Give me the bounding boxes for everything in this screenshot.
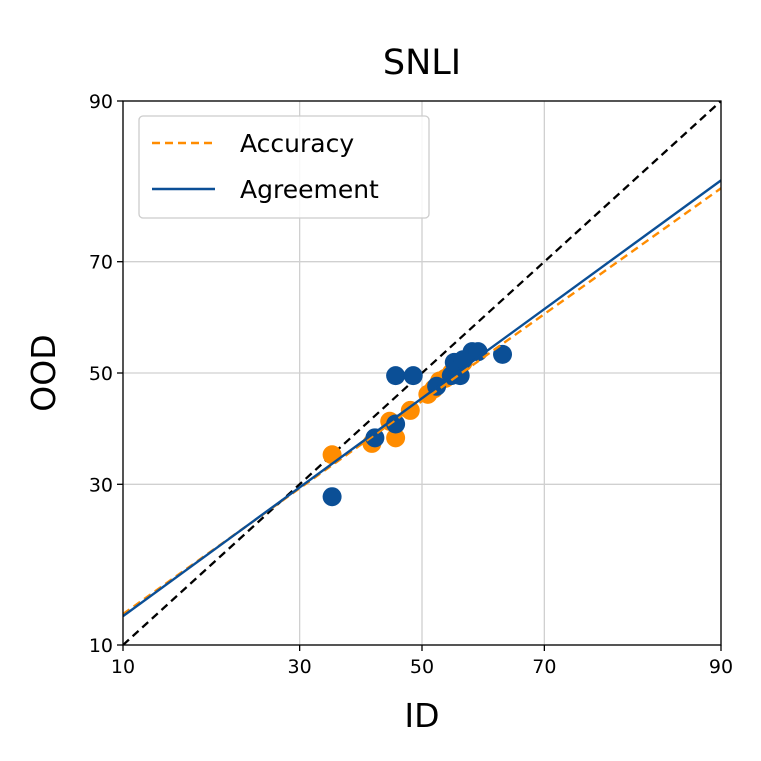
agreement-point [493,344,513,364]
y-axis-title: OOD [24,334,63,411]
agreement-point [386,366,406,386]
agreement-point [386,414,406,434]
agreement-point [365,428,385,448]
legend-box [138,115,430,219]
chart-title: SNLI [383,43,461,83]
y-tick-label: 70 [89,252,113,274]
x-tick-label: 70 [532,656,556,678]
agreement-fit-line [123,179,721,618]
legend-label-agreement: Agreement [240,175,379,204]
legend-label-accuracy: Accuracy [240,129,354,158]
x-tick-label: 90 [709,656,733,678]
x-tick-label: 30 [288,656,312,678]
agreement-point [403,366,423,386]
legend: Accuracy Agreement [138,115,430,219]
points [123,179,721,618]
y-tick-label: 10 [89,635,113,657]
y-tick-label: 50 [89,363,113,385]
y-tick-label: 30 [89,474,113,496]
x-tick-label: 50 [410,656,434,678]
x-tick-label: 10 [111,656,135,678]
x-axis-title: ID [404,696,439,735]
ticks: 10 30 50 70 90 10 30 50 70 90 [89,91,733,678]
accuracy-point [386,428,406,448]
agreement-point [322,487,342,507]
y-tick-label: 90 [89,91,113,113]
